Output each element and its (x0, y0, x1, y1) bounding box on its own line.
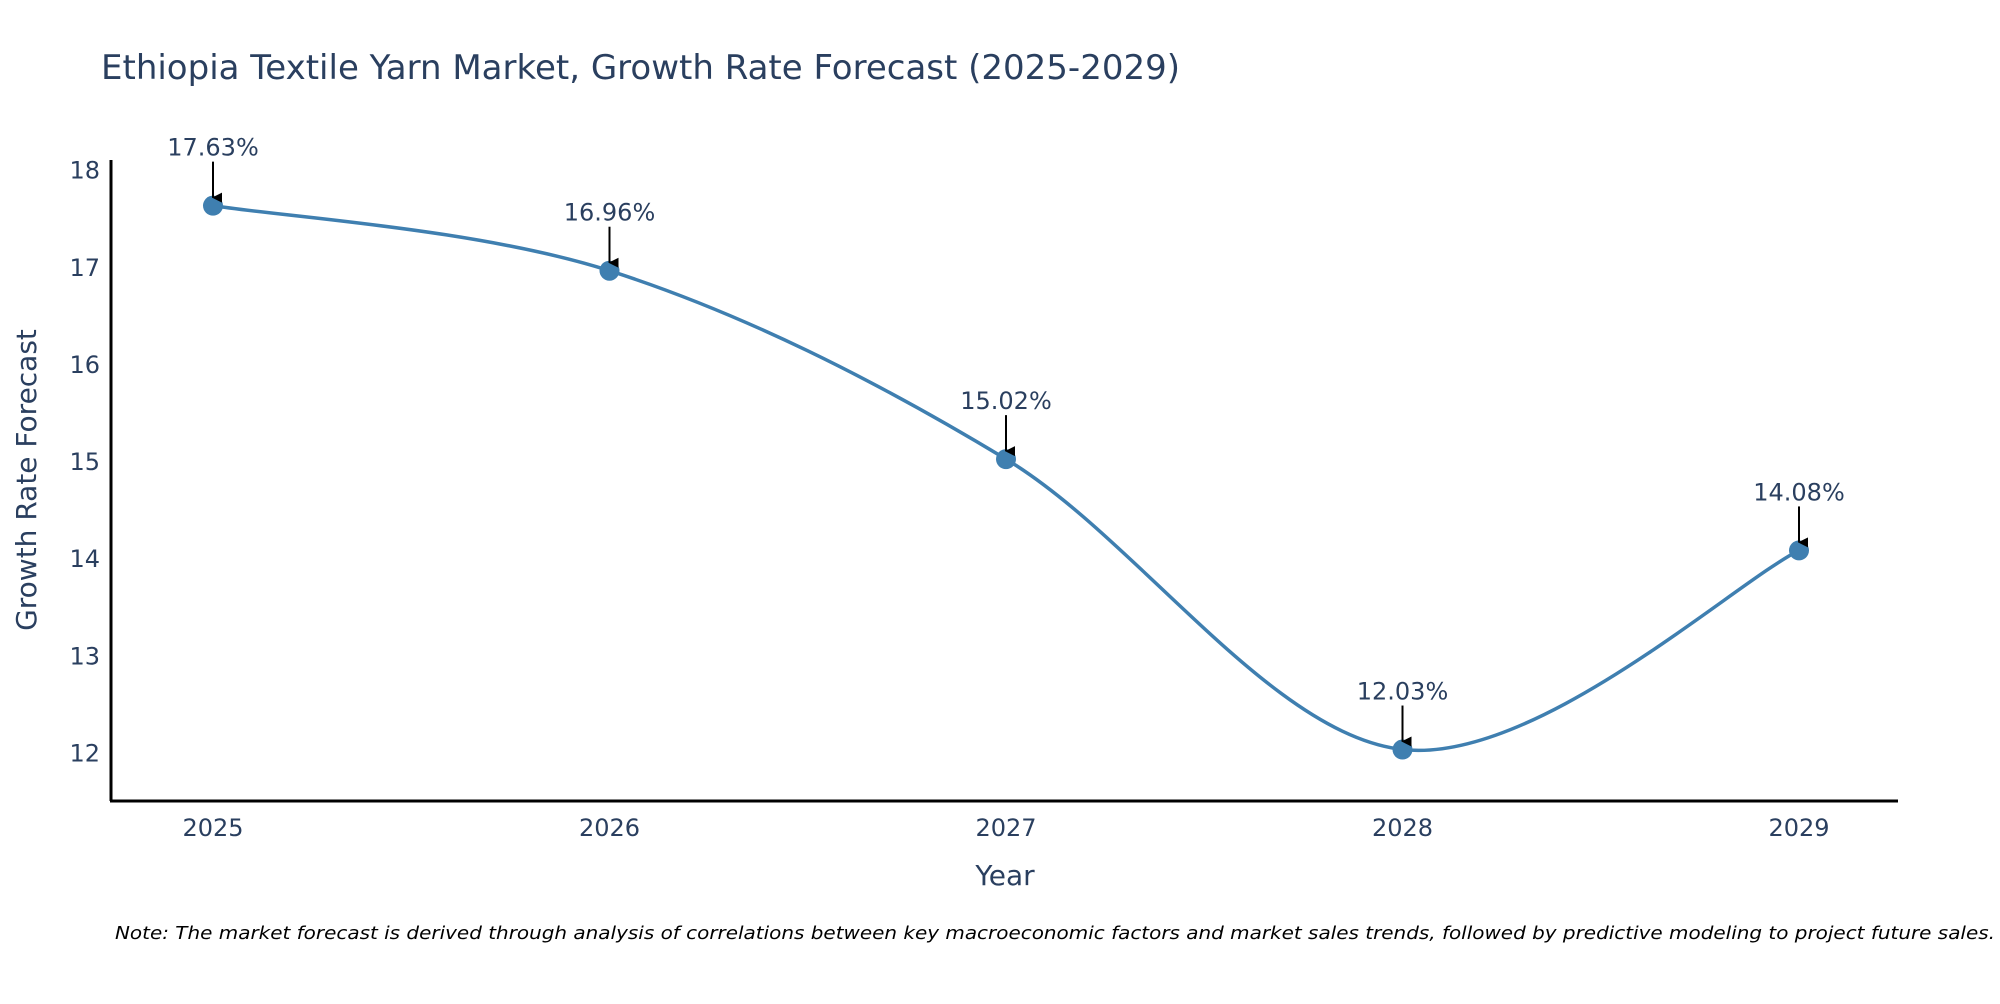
y-axis-ticks: 12 13 14 15 16 17 18 (69, 157, 100, 768)
y-tick-label: 13 (69, 642, 100, 670)
x-tick-label: 2026 (579, 814, 640, 842)
x-tick-label: 2027 (975, 814, 1036, 842)
x-tick-label: 2028 (1372, 814, 1433, 842)
data-point (203, 195, 223, 216)
data-label: 12.03% (1357, 678, 1449, 706)
x-axis-title: Year (974, 859, 1035, 892)
y-axis-title: Growth Rate Forecast (10, 329, 43, 631)
chart-note: Note: The market forecast is derived thr… (115, 923, 1995, 944)
y-tick-label: 18 (69, 157, 100, 185)
y-tick-label: 16 (69, 351, 100, 379)
series-growth-rate (203, 195, 1809, 760)
chart-title: Ethiopia Textile Yarn Market, Growth Rat… (101, 48, 1180, 88)
data-point (1392, 739, 1413, 760)
data-label: 14.08% (1753, 478, 1845, 506)
data-point (996, 449, 1016, 470)
x-tick-label: 2029 (1768, 814, 1829, 842)
data-point (1789, 540, 1809, 561)
y-tick-label: 12 (69, 739, 100, 767)
series-line (212, 203, 1800, 753)
data-label: 15.02% (960, 387, 1052, 415)
data-label: 17.63% (167, 134, 259, 162)
data-label: 16.96% (564, 199, 656, 227)
x-tick-label: 2025 (182, 814, 243, 842)
y-tick-label: 17 (69, 254, 100, 282)
y-tick-label: 14 (69, 545, 100, 573)
y-tick-label: 15 (69, 448, 100, 476)
data-label-annotations: 17.63% 16.96% 15.02% 12.03% 14.08% (167, 134, 1845, 747)
x-axis-ticks: 2025 2026 2027 2028 2029 (182, 814, 1829, 842)
data-point (599, 260, 620, 281)
